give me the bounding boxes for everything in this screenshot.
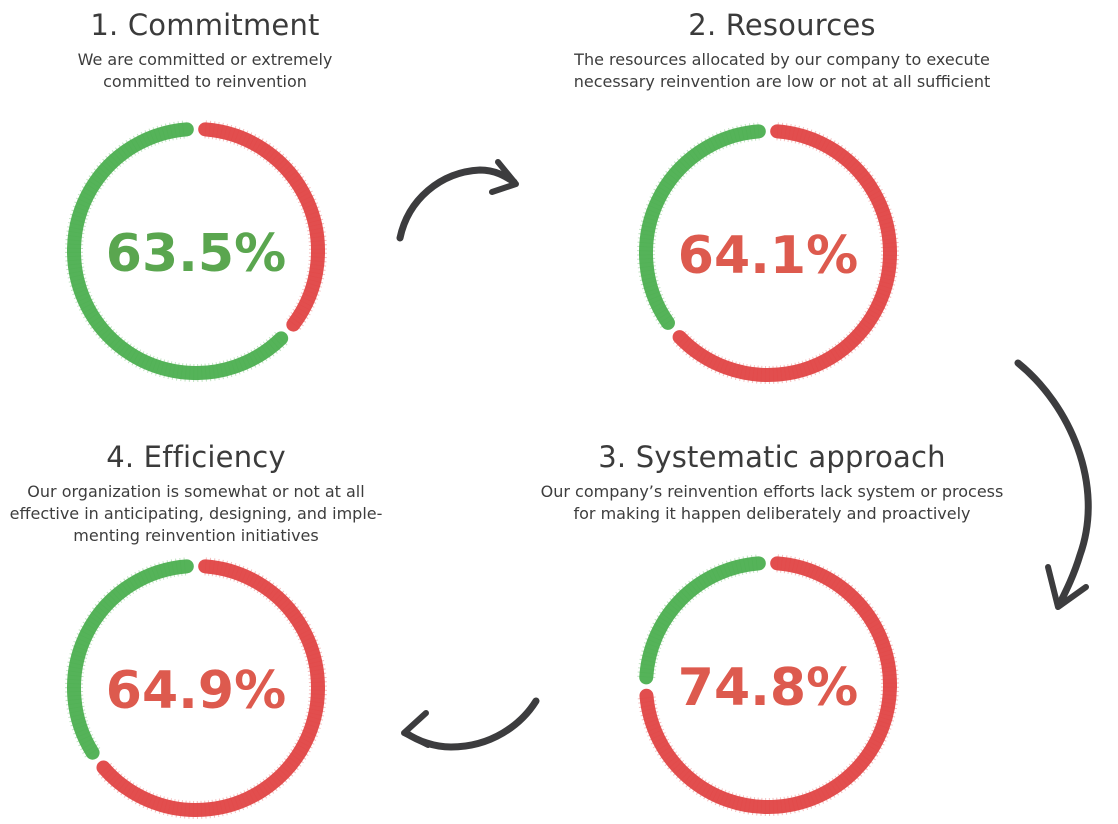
donut-chart-commitment: 63.5% <box>65 120 327 382</box>
description-line: menting reinvention initiatives <box>73 525 319 545</box>
description-line: The resources allocated by our company t… <box>574 49 990 69</box>
panel-commitment: 1. Commitment We are committed or extrem… <box>40 8 370 93</box>
curved-arrow-icon <box>1014 359 1092 610</box>
description-line: committed to reinvention <box>103 71 307 91</box>
panel-title: 2. Resources <box>688 8 876 42</box>
panel-description: We are committed or extremely committed … <box>40 49 370 93</box>
curved-arrow-icon <box>396 159 519 242</box>
panel-title: 3. Systematic approach <box>598 440 946 474</box>
donut-slice-green <box>67 122 289 380</box>
donut-slice-green <box>639 556 766 685</box>
description-line: effective in anticipating, designing, an… <box>9 503 383 523</box>
description-line: We are committed or extremely <box>77 49 333 69</box>
percentage-label: 63.5% <box>106 224 286 284</box>
description-line: necessary reinvention are low or not at … <box>573 71 991 91</box>
description-line: for making it happen deliberately and pr… <box>573 503 971 523</box>
donut-slice-red <box>198 122 325 332</box>
donut-slice-red <box>639 556 897 814</box>
donut-slice-green <box>67 559 194 760</box>
panel-description: Our company’s reinvention efforts lack s… <box>532 481 1012 525</box>
donut-slice-red <box>672 124 897 382</box>
panel-title: 1. Commitment <box>90 8 320 42</box>
donut-chart-resources: 64.1% <box>637 122 899 384</box>
percentage-label: 64.9% <box>106 661 286 721</box>
curved-arrow-icon <box>401 697 540 751</box>
description-line: Our organization is somewhat or not at a… <box>27 481 365 501</box>
donut-slice-green <box>639 124 766 330</box>
donut-chart-efficiency: 64.9% <box>65 557 327 819</box>
panel-resources: 2. Resources The resources allocated by … <box>552 8 1012 93</box>
donut-slice-green-texture <box>65 557 188 758</box>
panel-description: The resources allocated by our company t… <box>552 49 1012 93</box>
percentage-label: 64.1% <box>678 226 858 286</box>
donut-chart-systematic-approach: 74.8% <box>637 554 899 816</box>
description-line: Our company’s reinvention efforts lack s… <box>540 481 1004 501</box>
donut-slice-red <box>96 559 325 817</box>
panel-efficiency: 4. Efficiency Our organization is somewh… <box>4 440 388 547</box>
panel-title: 4. Efficiency <box>106 440 286 474</box>
percentage-label: 74.8% <box>678 658 858 718</box>
panel-systematic-approach: 3. Systematic approach Our company’s rei… <box>532 440 1012 525</box>
panel-description: Our organization is somewhat or not at a… <box>4 481 388 547</box>
